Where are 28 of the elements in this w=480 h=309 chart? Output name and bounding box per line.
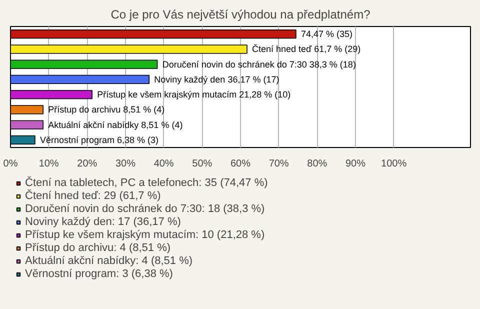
x-tick-label: 50% — [192, 158, 212, 170]
legend-label: Čtení hned teď: 29 (61,7 %) — [25, 189, 161, 202]
x-tick-label: 60% — [230, 158, 251, 170]
x-tick-label: 100% — [381, 158, 407, 170]
data-label: 74,47 % (35) — [300, 29, 352, 40]
x-tick-label: 40% — [154, 158, 174, 170]
legend-label: Noviny každý den: 17 (36,17 %) — [25, 215, 181, 228]
x-tick-label: 90% — [345, 158, 366, 170]
data-label: Doručení novin do schránek do 7:30 38,3 % (18) — [162, 59, 356, 70]
data-label: Aktuální akční nabídky 8,51 % (4) — [48, 120, 183, 130]
legend-label: Přístup do archivu: 4 (8,51 %) — [25, 241, 171, 254]
chart-title: Co je pro Vás největší výhodou na předplatném? — [110, 8, 371, 22]
x-tick-label: 10% — [38, 158, 59, 170]
legend-label: Věrnostní program: 3 (6,38 %) — [25, 267, 173, 280]
data-label: Přístup do archivu 8,51 % (4) — [48, 104, 165, 115]
x-tick-label: 70% — [268, 158, 289, 170]
data-label: Čtení hned teď 61,7 % (29) — [252, 44, 361, 54]
data-label: Věrnostní program 6,38 % (3) — [40, 134, 159, 145]
x-tick-label: 80% — [307, 158, 328, 170]
data-label: Přístup ke všem krajským mutacím 21,28 % (10) — [97, 90, 291, 100]
x-tick-label: 30% — [115, 158, 136, 170]
x-tick-label: 0% — [3, 158, 18, 170]
legend-label: Čtení na tabletech, PC a telefonech: 35 (74,47 %) — [25, 176, 268, 189]
data-label: Noviny každý den 36,17 % (17) — [154, 74, 280, 84]
legend-label: Doručení novin do schránek do 7:30: 18 (38,3 %) — [25, 202, 265, 215]
legend-label: Přístup ke všem krajským mutacím: 10 (21,28 %) — [25, 228, 265, 241]
x-tick-label: 20% — [77, 158, 98, 170]
legend-label: Aktuální akční nabídky: 4 (8,51 %) — [25, 254, 193, 267]
